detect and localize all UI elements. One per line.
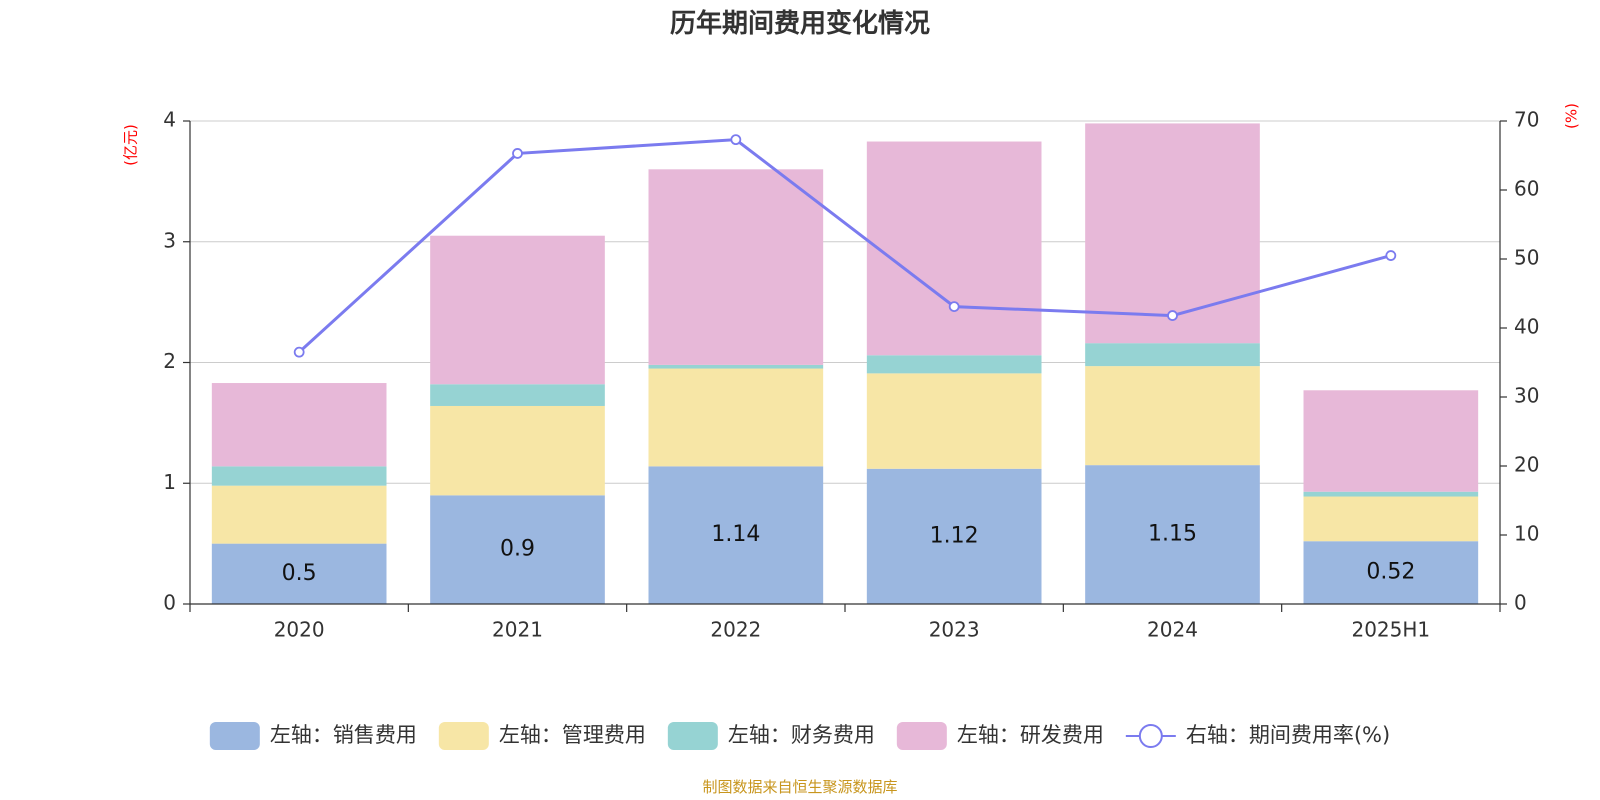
right-tick-label: 10 — [1514, 522, 1539, 546]
bar-segment — [1303, 491, 1479, 497]
legend-marker — [1138, 724, 1163, 748]
x-tick-label: 2021 — [492, 618, 543, 642]
bars — [211, 123, 1479, 604]
bar-segment — [866, 373, 1042, 469]
rate-point — [293, 346, 305, 358]
bar-segment — [430, 384, 605, 406]
bar-segment — [648, 364, 824, 369]
bar-segment — [866, 468, 1042, 604]
legend-label: 左轴：财务费用 — [728, 723, 875, 747]
rate-point — [730, 134, 742, 146]
bar-segment — [1303, 390, 1479, 492]
x-tick-label: 2024 — [1147, 618, 1198, 642]
legend-swatch — [209, 722, 260, 750]
bar-segment — [211, 466, 387, 486]
right-tick-label: 20 — [1514, 453, 1539, 477]
data-source-note: 制图数据来自恒生聚源数据库 — [702, 778, 897, 796]
bar-segment — [866, 355, 1042, 374]
bar-data-label: 1.14 — [711, 522, 760, 547]
right-tick-label: 50 — [1514, 246, 1539, 270]
legend-label: 左轴：销售费用 — [270, 723, 417, 747]
bar-segment — [211, 383, 387, 467]
bar-segment — [1085, 123, 1260, 344]
bar-segment — [1303, 541, 1479, 604]
right-tick-label: 40 — [1514, 315, 1539, 339]
right-tick-label: 70 — [1514, 108, 1539, 132]
bar-segment — [1085, 465, 1260, 604]
left-tick-label: 1 — [163, 470, 176, 494]
bar-segment — [866, 141, 1042, 356]
bar-data-label: 1.15 — [1148, 522, 1197, 547]
bar-segment — [1303, 496, 1479, 542]
left-tick-label: 2 — [163, 349, 176, 373]
rate-point — [1167, 310, 1178, 321]
bar-segment — [1085, 366, 1260, 466]
legend-label: 左轴：研发费用 — [957, 723, 1104, 747]
rate-line — [298, 138, 1392, 354]
bar-segment — [648, 169, 824, 365]
left-tick-label: 3 — [163, 228, 176, 252]
bar-segment — [211, 543, 387, 604]
left-axis-unit: (亿元) — [122, 124, 140, 166]
bar-segment — [430, 405, 605, 496]
x-tick-label: 2025H1 — [1351, 618, 1430, 642]
legend-label: 右轴：期间费用率(%) — [1186, 723, 1390, 747]
rate-point — [948, 301, 960, 313]
rate-point — [512, 148, 523, 159]
x-tick-label: 2023 — [929, 618, 980, 642]
bar-segment — [430, 235, 605, 385]
bar-segment — [648, 466, 824, 604]
rate-point — [1385, 250, 1397, 261]
right-tick-label: 0 — [1514, 591, 1527, 615]
legend-swatch — [667, 722, 718, 750]
left-tick-label: 0 — [163, 591, 176, 615]
right-axis-unit: (%) — [1563, 103, 1581, 129]
bar-segment — [648, 368, 824, 467]
legend-swatch — [438, 722, 489, 750]
bar-data-label: 0.52 — [1366, 560, 1415, 585]
chart-title: 历年期间费用变化情况 — [670, 8, 930, 39]
x-tick-label: 2020 — [274, 618, 325, 642]
legend-label: 左轴：管理费用 — [499, 723, 646, 747]
right-tick-label: 60 — [1514, 177, 1539, 201]
legend-swatch — [896, 722, 947, 750]
bar-data-label: 0.9 — [500, 537, 535, 562]
x-tick-label: 2022 — [710, 618, 761, 642]
rate-line-series — [293, 134, 1397, 358]
bar-data-label: 0.5 — [282, 561, 317, 586]
left-tick-label: 4 — [163, 108, 176, 132]
right-tick-label: 30 — [1514, 384, 1539, 408]
grid-lines — [190, 120, 1500, 484]
bar-segment — [430, 495, 605, 604]
bar-data-label: 1.12 — [930, 523, 979, 548]
bar-segment — [1085, 343, 1260, 367]
data-labels: 0.5 0.9 1.14 1.12 1.15 0.52 — [282, 522, 1416, 586]
bar-segment — [211, 485, 387, 544]
legend: 左轴：销售费用 左轴：管理费用 左轴：财务费用 左轴：研发费用 右轴：期间费用率(%) — [209, 722, 1390, 750]
